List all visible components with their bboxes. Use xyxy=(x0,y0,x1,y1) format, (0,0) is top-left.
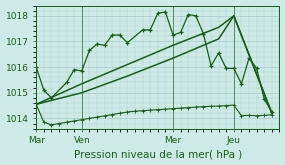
X-axis label: Pression niveau de la mer( hPa ): Pression niveau de la mer( hPa ) xyxy=(74,149,242,159)
